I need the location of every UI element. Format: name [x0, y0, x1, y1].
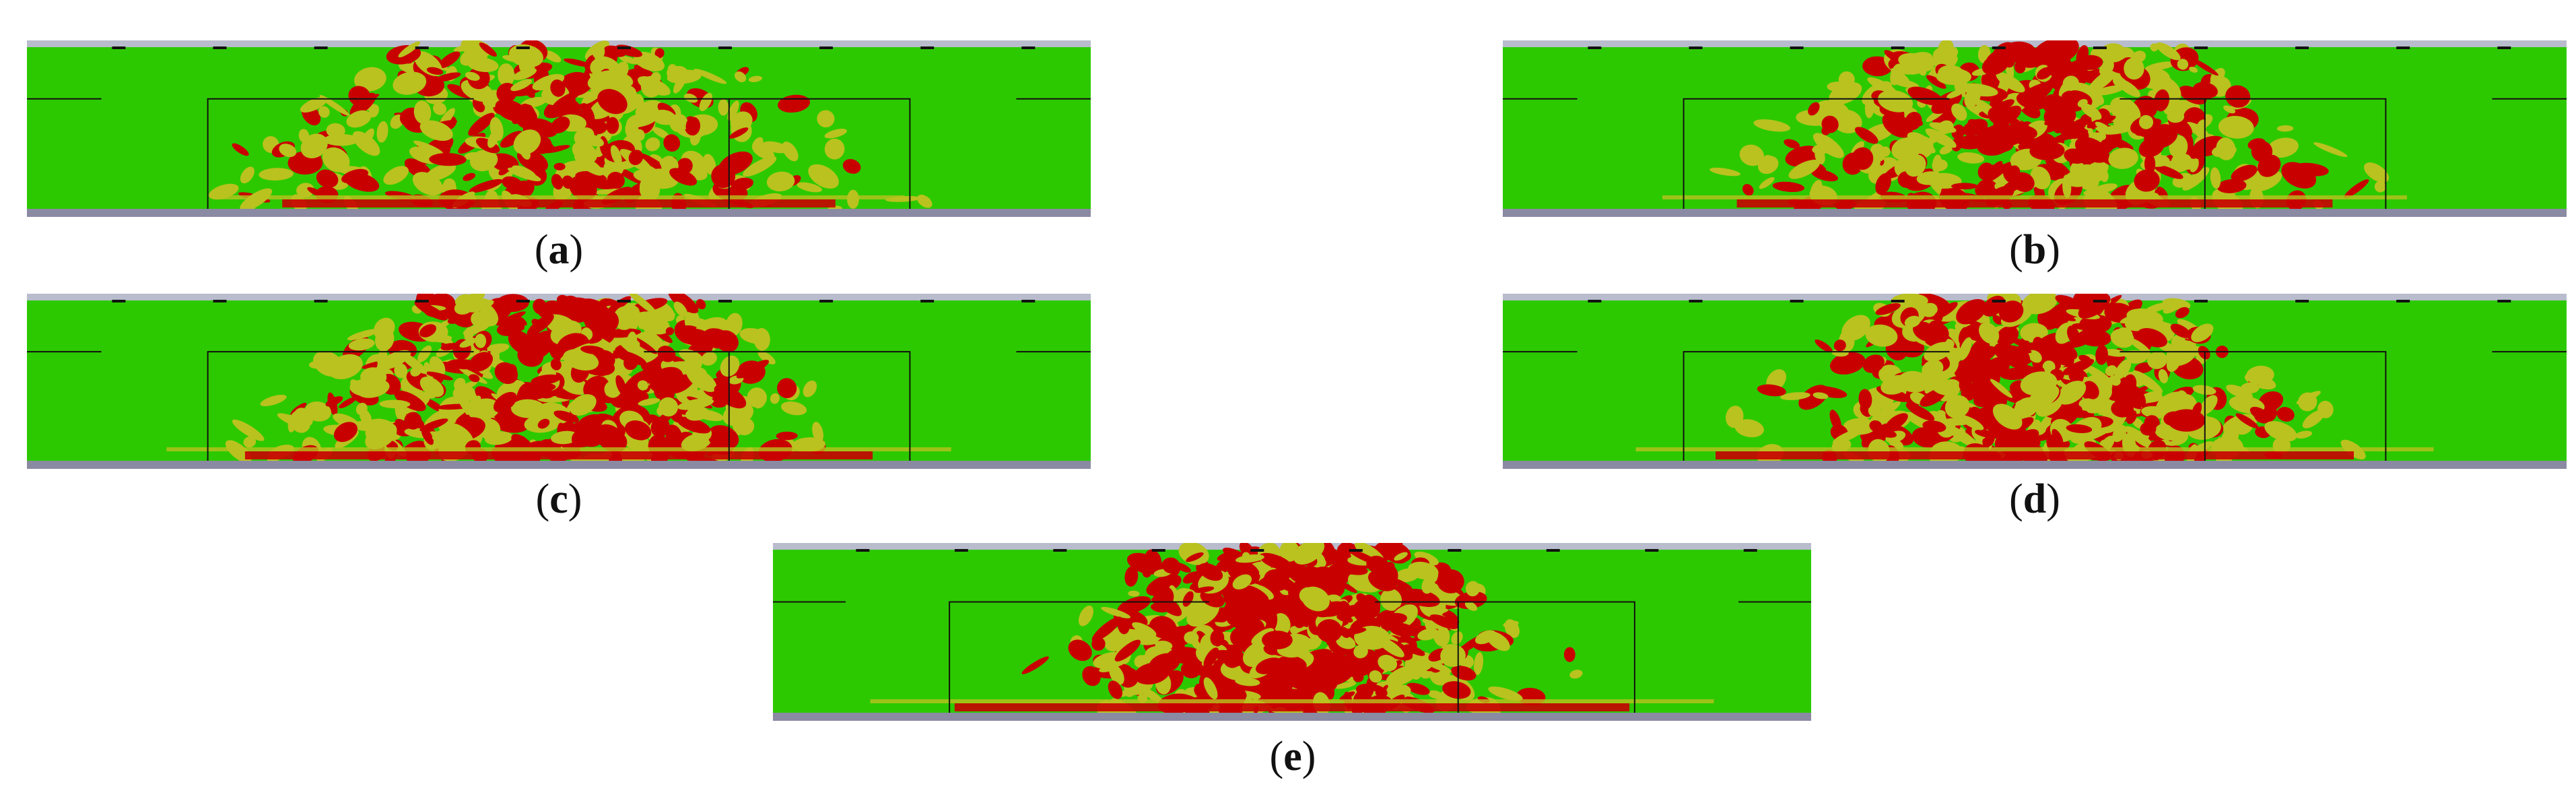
reinforcement-lines — [1503, 300, 2567, 461]
beam-bottom-plate — [27, 461, 1091, 469]
caption-a-label: a — [548, 227, 570, 273]
beam-top-cap — [1503, 40, 2567, 47]
caption-b: (b) — [2009, 227, 2060, 273]
damage-contour-a — [27, 40, 1091, 217]
caption-c-label: c — [549, 476, 568, 522]
damage-contour-c — [27, 294, 1091, 469]
beam-bottom-plate — [1503, 461, 2567, 469]
caption-e-label: e — [1283, 734, 1302, 779]
damage-contour-d — [1503, 294, 2567, 469]
reinforcement-lines — [27, 46, 1091, 209]
damage-contour-b — [1503, 40, 2567, 217]
beam-top-cap — [27, 40, 1091, 47]
damage-region — [1635, 294, 2434, 469]
beam-bottom-plate — [27, 209, 1091, 217]
damage-contour-e — [773, 543, 1811, 721]
caption-e: (e) — [1269, 734, 1316, 779]
reinforcement-lines — [27, 300, 1091, 461]
beam-bottom-plate — [1503, 209, 2567, 217]
reinforcement-lines — [773, 549, 1811, 713]
caption-d-label: d — [2023, 476, 2047, 522]
caption-c: (c) — [535, 476, 582, 522]
caption-d: (d) — [2009, 476, 2060, 522]
damage-region — [166, 294, 951, 469]
reinforcement-lines — [1503, 46, 2567, 209]
caption-b-label: b — [2023, 227, 2047, 273]
damage-region — [870, 543, 1714, 721]
beam-bottom-plate — [773, 713, 1811, 721]
caption-a: (a) — [534, 227, 584, 273]
damage-region — [1662, 40, 2407, 217]
